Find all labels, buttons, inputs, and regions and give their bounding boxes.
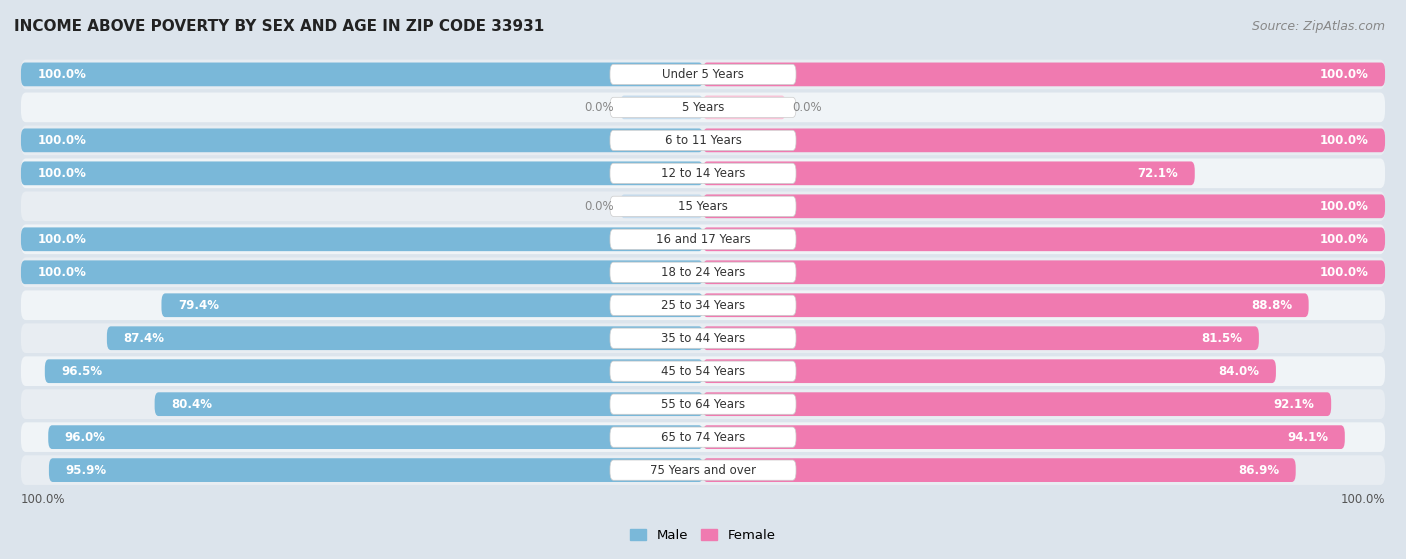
Text: 45 to 54 Years: 45 to 54 Years	[661, 364, 745, 378]
FancyBboxPatch shape	[21, 192, 1385, 221]
FancyBboxPatch shape	[21, 323, 1385, 353]
Text: 81.5%: 81.5%	[1201, 331, 1243, 345]
Text: 75 Years and over: 75 Years and over	[650, 463, 756, 477]
Text: 94.1%: 94.1%	[1288, 430, 1329, 444]
Text: 96.0%: 96.0%	[65, 430, 105, 444]
FancyBboxPatch shape	[610, 394, 796, 414]
Text: 86.9%: 86.9%	[1239, 463, 1279, 477]
Text: 100.0%: 100.0%	[38, 134, 86, 147]
Text: 0.0%: 0.0%	[583, 200, 613, 213]
Text: 72.1%: 72.1%	[1137, 167, 1178, 180]
FancyBboxPatch shape	[21, 356, 1385, 386]
FancyBboxPatch shape	[610, 196, 796, 216]
FancyBboxPatch shape	[49, 458, 703, 482]
FancyBboxPatch shape	[703, 260, 1385, 284]
FancyBboxPatch shape	[703, 195, 1385, 218]
Text: 6 to 11 Years: 6 to 11 Years	[665, 134, 741, 147]
Text: INCOME ABOVE POVERTY BY SEX AND AGE IN ZIP CODE 33931: INCOME ABOVE POVERTY BY SEX AND AGE IN Z…	[14, 19, 544, 34]
FancyBboxPatch shape	[620, 96, 703, 119]
Text: 84.0%: 84.0%	[1219, 364, 1260, 378]
Text: 0.0%: 0.0%	[793, 101, 823, 114]
Text: 25 to 34 Years: 25 to 34 Years	[661, 299, 745, 312]
FancyBboxPatch shape	[703, 228, 1385, 251]
Text: 100.0%: 100.0%	[38, 68, 86, 81]
Text: Under 5 Years: Under 5 Years	[662, 68, 744, 81]
FancyBboxPatch shape	[610, 460, 796, 480]
Text: 96.5%: 96.5%	[62, 364, 103, 378]
FancyBboxPatch shape	[703, 458, 1296, 482]
FancyBboxPatch shape	[21, 93, 1385, 122]
Text: 100.0%: 100.0%	[38, 167, 86, 180]
FancyBboxPatch shape	[703, 293, 1309, 317]
FancyBboxPatch shape	[21, 162, 703, 185]
FancyBboxPatch shape	[610, 295, 796, 315]
FancyBboxPatch shape	[703, 96, 786, 119]
FancyBboxPatch shape	[610, 229, 796, 249]
Text: 95.9%: 95.9%	[66, 463, 107, 477]
Text: 100.0%: 100.0%	[38, 233, 86, 246]
FancyBboxPatch shape	[45, 359, 703, 383]
FancyBboxPatch shape	[703, 425, 1344, 449]
FancyBboxPatch shape	[610, 64, 796, 84]
Text: 0.0%: 0.0%	[583, 101, 613, 114]
FancyBboxPatch shape	[610, 361, 796, 381]
Text: 88.8%: 88.8%	[1251, 299, 1292, 312]
Text: 100.0%: 100.0%	[1320, 68, 1368, 81]
FancyBboxPatch shape	[610, 262, 796, 282]
Text: 100.0%: 100.0%	[1320, 134, 1368, 147]
FancyBboxPatch shape	[703, 359, 1275, 383]
FancyBboxPatch shape	[610, 163, 796, 183]
Text: 100.0%: 100.0%	[1340, 492, 1385, 506]
FancyBboxPatch shape	[162, 293, 703, 317]
Text: 65 to 74 Years: 65 to 74 Years	[661, 430, 745, 444]
FancyBboxPatch shape	[21, 129, 703, 152]
FancyBboxPatch shape	[21, 228, 703, 251]
FancyBboxPatch shape	[21, 389, 1385, 419]
FancyBboxPatch shape	[21, 258, 1385, 287]
Text: 16 and 17 Years: 16 and 17 Years	[655, 233, 751, 246]
Legend: Male, Female: Male, Female	[626, 523, 780, 547]
FancyBboxPatch shape	[21, 290, 1385, 320]
FancyBboxPatch shape	[21, 60, 1385, 89]
FancyBboxPatch shape	[21, 260, 703, 284]
Text: 87.4%: 87.4%	[124, 331, 165, 345]
FancyBboxPatch shape	[21, 422, 1385, 452]
FancyBboxPatch shape	[21, 225, 1385, 254]
Text: 55 to 64 Years: 55 to 64 Years	[661, 397, 745, 411]
Text: 80.4%: 80.4%	[172, 397, 212, 411]
Text: 18 to 24 Years: 18 to 24 Years	[661, 266, 745, 279]
FancyBboxPatch shape	[703, 392, 1331, 416]
FancyBboxPatch shape	[620, 195, 703, 218]
FancyBboxPatch shape	[107, 326, 703, 350]
FancyBboxPatch shape	[703, 63, 1385, 86]
Text: 100.0%: 100.0%	[1320, 200, 1368, 213]
Text: 100.0%: 100.0%	[1320, 266, 1368, 279]
Text: 100.0%: 100.0%	[1320, 233, 1368, 246]
FancyBboxPatch shape	[610, 427, 796, 447]
Text: Source: ZipAtlas.com: Source: ZipAtlas.com	[1251, 20, 1385, 32]
FancyBboxPatch shape	[48, 425, 703, 449]
Text: 79.4%: 79.4%	[179, 299, 219, 312]
FancyBboxPatch shape	[703, 326, 1258, 350]
FancyBboxPatch shape	[21, 63, 703, 86]
FancyBboxPatch shape	[610, 97, 796, 117]
Text: 100.0%: 100.0%	[21, 492, 66, 506]
FancyBboxPatch shape	[155, 392, 703, 416]
FancyBboxPatch shape	[610, 328, 796, 348]
Text: 35 to 44 Years: 35 to 44 Years	[661, 331, 745, 345]
FancyBboxPatch shape	[703, 129, 1385, 152]
FancyBboxPatch shape	[21, 126, 1385, 155]
Text: 12 to 14 Years: 12 to 14 Years	[661, 167, 745, 180]
FancyBboxPatch shape	[21, 159, 1385, 188]
FancyBboxPatch shape	[703, 162, 1195, 185]
Text: 5 Years: 5 Years	[682, 101, 724, 114]
Text: 100.0%: 100.0%	[38, 266, 86, 279]
Text: 15 Years: 15 Years	[678, 200, 728, 213]
FancyBboxPatch shape	[21, 455, 1385, 485]
FancyBboxPatch shape	[610, 130, 796, 150]
Text: 92.1%: 92.1%	[1274, 397, 1315, 411]
